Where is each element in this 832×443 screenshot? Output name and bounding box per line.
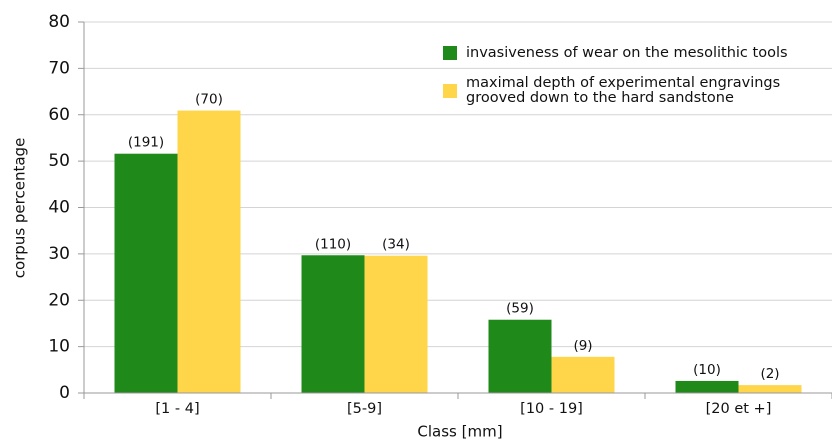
bar [488,319,552,393]
y-tick-label: 20 [48,290,70,310]
legend-swatch [443,46,457,60]
bar [301,255,365,393]
bar [177,110,241,394]
legend-label: invasiveness of wear on the mesolithic t… [466,45,788,61]
y-tick-label: 40 [48,198,70,218]
y-tick-label: 10 [48,337,70,357]
y-axis-label: corpus percentage [11,138,29,279]
bar [738,385,802,393]
bar [675,380,739,393]
y-tick-label: 30 [48,244,70,264]
bar-annotation: (34) [382,237,410,253]
bar-annotation: (2) [760,366,779,382]
x-tick-label: [5-9] [347,401,382,417]
y-tick-label: 0 [59,383,70,403]
x-axis-label: Class [mm] [417,423,502,441]
x-tick-label: [20 et +] [706,401,772,417]
bar-annotation: (9) [573,338,592,354]
x-tick-label: [1 - 4] [155,401,199,417]
bar [364,255,428,393]
y-tick-label: 70 [48,58,70,78]
bar-annotation: (191) [128,135,164,151]
bar-annotation: (70) [195,92,223,108]
bar [114,153,178,393]
bar-annotation: (59) [506,301,534,317]
y-tick-label: 80 [48,12,70,32]
y-tick-label: 50 [48,151,70,171]
bar-annotation: (10) [693,362,721,378]
bar-annotation: (110) [315,236,351,252]
bar [551,356,615,393]
x-tick-label: [10 - 19] [520,401,583,417]
legend-label: maximal depth of experimental engravings… [466,75,781,106]
legend-swatch [443,84,457,98]
y-tick-label: 60 [48,105,70,125]
